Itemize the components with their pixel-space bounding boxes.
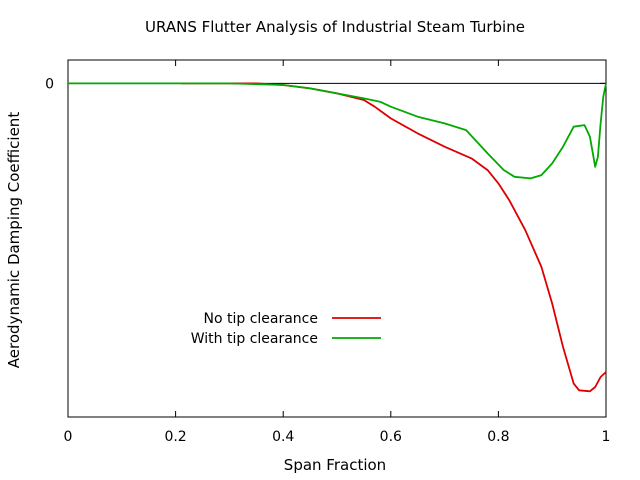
y-axis: 0	[45, 76, 606, 92]
plot-frame	[67, 59, 607, 418]
chart-title: URANS Flutter Analysis of Industrial Ste…	[145, 18, 525, 36]
y-axis-label: Aerodynamic Damping Coefficient	[5, 112, 23, 369]
x-tick-label: 0.8	[487, 429, 509, 445]
x-tick-label: 0	[64, 429, 73, 445]
y-tick-label: 0	[45, 76, 54, 92]
x-tick-label: 0.6	[380, 429, 402, 445]
series-layer	[68, 82, 607, 393]
x-axis-label: Span Fraction	[284, 456, 386, 474]
x-axis: 0 0.2 0.4 0.6 0.8 1	[64, 60, 611, 445]
series-line-1	[68, 82, 607, 180]
x-tick-label: 0.4	[272, 429, 294, 445]
legend: No tip clearance With tip clearance	[191, 311, 381, 347]
x-tick-label: 1	[602, 429, 611, 445]
x-tick-label: 0.2	[164, 429, 186, 445]
legend-label: With tip clearance	[191, 331, 318, 347]
legend-label: No tip clearance	[203, 311, 318, 327]
